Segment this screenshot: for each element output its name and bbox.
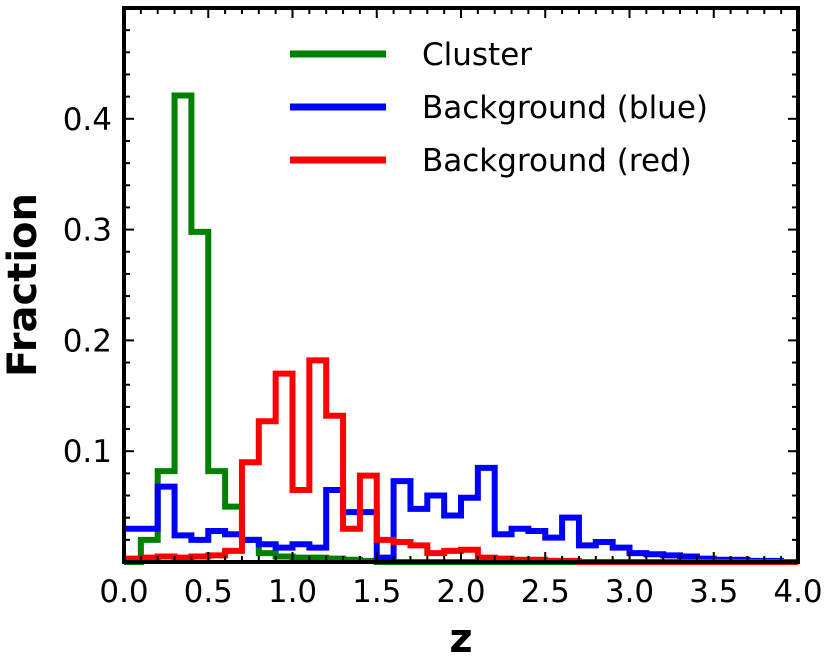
x-tick-label: 1.5	[352, 574, 401, 610]
y-tick-label: 0.4	[63, 102, 112, 138]
x-tick-label: 4.0	[773, 574, 822, 610]
y-tick-label: 0.2	[63, 323, 112, 359]
x-tick-label: 3.0	[605, 574, 654, 610]
x-tick-label: 1.0	[268, 574, 317, 610]
y-tick-label: 0.3	[63, 213, 112, 249]
x-axis-title: z	[449, 616, 472, 662]
x-tick-label: 3.5	[689, 574, 738, 610]
legend: Cluster Background (blue) Background (red)	[290, 37, 708, 179]
x-tick-label: 2.5	[521, 574, 570, 610]
legend-label-2: Background (blue)	[422, 90, 708, 126]
legend-label-3: Background (red)	[422, 143, 692, 179]
tick-labels: 0.0 0.5 1.0 1.5 2.0 2.5 3.0 3.5 4.0 0.1 0.2 0.3 0.4	[63, 102, 823, 610]
y-axis-title: Fraction	[0, 193, 46, 377]
x-tick-label: 0.5	[184, 574, 233, 610]
y-tick-label: 0.1	[63, 434, 112, 470]
x-tick-label: 2.0	[436, 574, 485, 610]
legend-label-1: Cluster	[422, 37, 532, 73]
x-tick-label: 0.0	[99, 574, 148, 610]
plot-frame	[122, 6, 800, 564]
